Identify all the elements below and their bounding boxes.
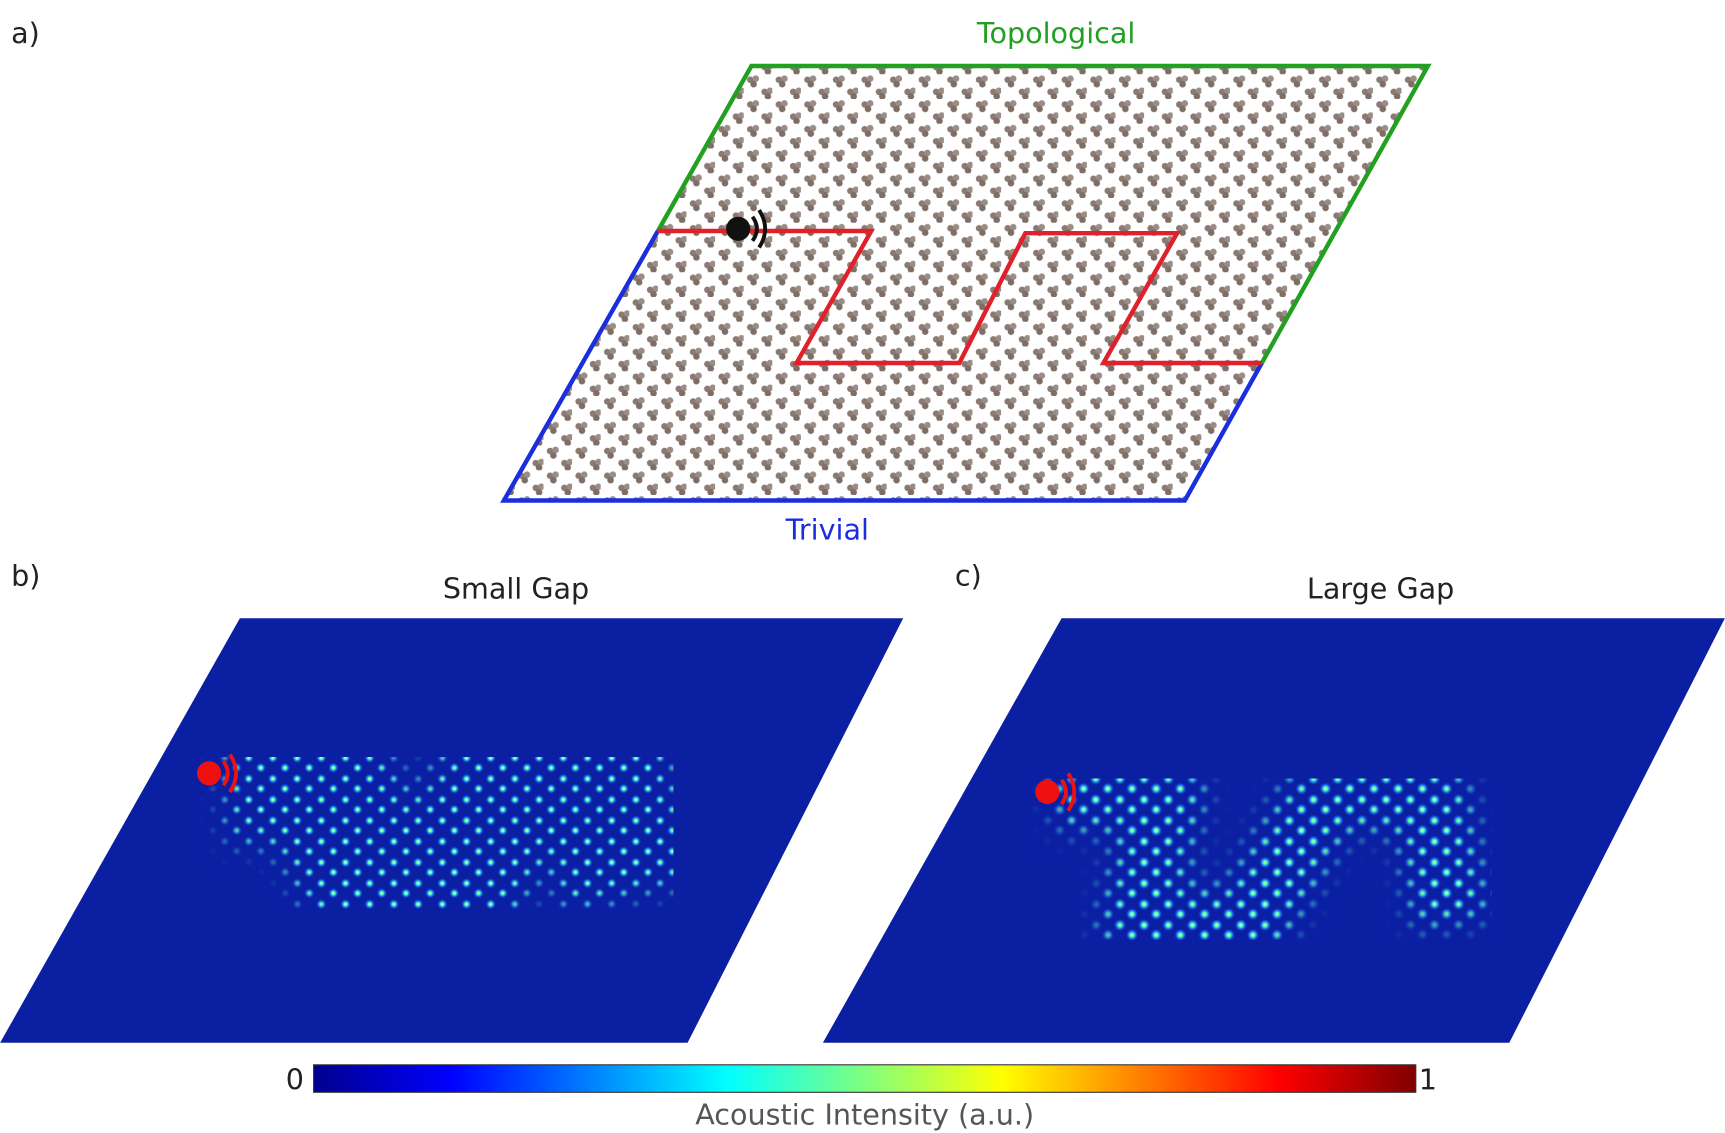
colorbar-min: 0 xyxy=(286,1062,304,1096)
panel-title: Large Gap xyxy=(1307,572,1454,606)
bottom-label: Trivial xyxy=(785,512,869,546)
source-waves xyxy=(750,209,768,249)
colorbar-max: 1 xyxy=(1419,1062,1437,1096)
top-label: Topological xyxy=(976,16,1135,50)
colorbar xyxy=(313,1064,1417,1093)
trivial-boundary xyxy=(500,229,1264,503)
source xyxy=(726,216,751,241)
colorbar-title: Acoustic Intensity (a.u.) xyxy=(695,1098,1034,1132)
panel-label: c) xyxy=(955,559,982,593)
field-glow xyxy=(822,618,1725,1043)
lattice xyxy=(503,66,1428,501)
source-waves xyxy=(1059,772,1077,812)
panel-label: a) xyxy=(11,16,40,50)
source-waves xyxy=(221,753,238,794)
source xyxy=(197,761,222,786)
intensity-spots xyxy=(0,618,904,1043)
panel-title: Small Gap xyxy=(443,572,589,606)
intensity-spots xyxy=(822,618,1725,1043)
topological-boundary xyxy=(655,63,1432,365)
panel-label: b) xyxy=(11,559,40,593)
source xyxy=(1035,779,1060,805)
field-glow xyxy=(0,618,904,1043)
interface-path xyxy=(657,228,1262,366)
